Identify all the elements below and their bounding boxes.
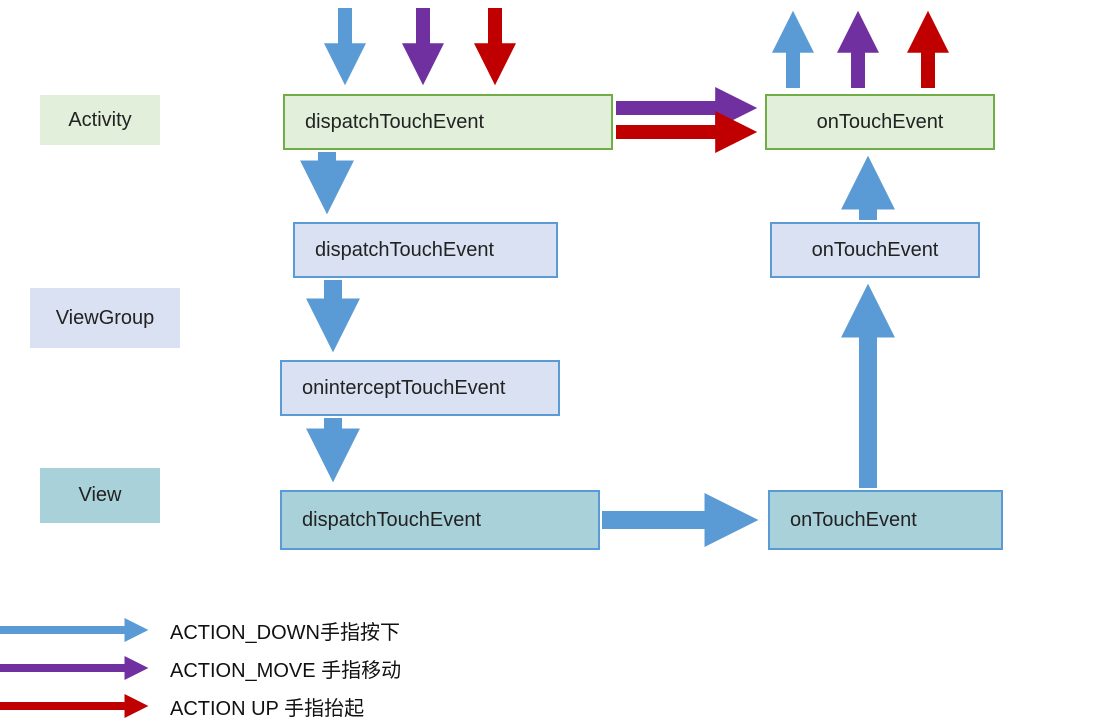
node-view-dispatch: dispatchTouchEvent xyxy=(280,490,600,550)
node-activity-ontouch: onTouchEvent xyxy=(765,94,995,150)
node-view-ontouch: onTouchEvent xyxy=(768,490,1003,550)
node-group-ontouch: onTouchEvent xyxy=(770,222,980,278)
label-view: View xyxy=(40,468,160,523)
legend-text-2: ACTION UP 手指抬起 xyxy=(170,692,364,721)
legend-text-0: ACTION_DOWN手指按下 xyxy=(170,616,400,645)
legend-text-1: ACTION_MOVE 手指移动 xyxy=(170,654,401,683)
node-group-intercept: oninterceptTouchEvent xyxy=(280,360,560,416)
label-viewgroup: ViewGroup xyxy=(30,288,180,348)
node-activity-dispatch: dispatchTouchEvent xyxy=(283,94,613,150)
label-activity: Activity xyxy=(40,95,160,145)
node-group-dispatch: dispatchTouchEvent xyxy=(293,222,558,278)
